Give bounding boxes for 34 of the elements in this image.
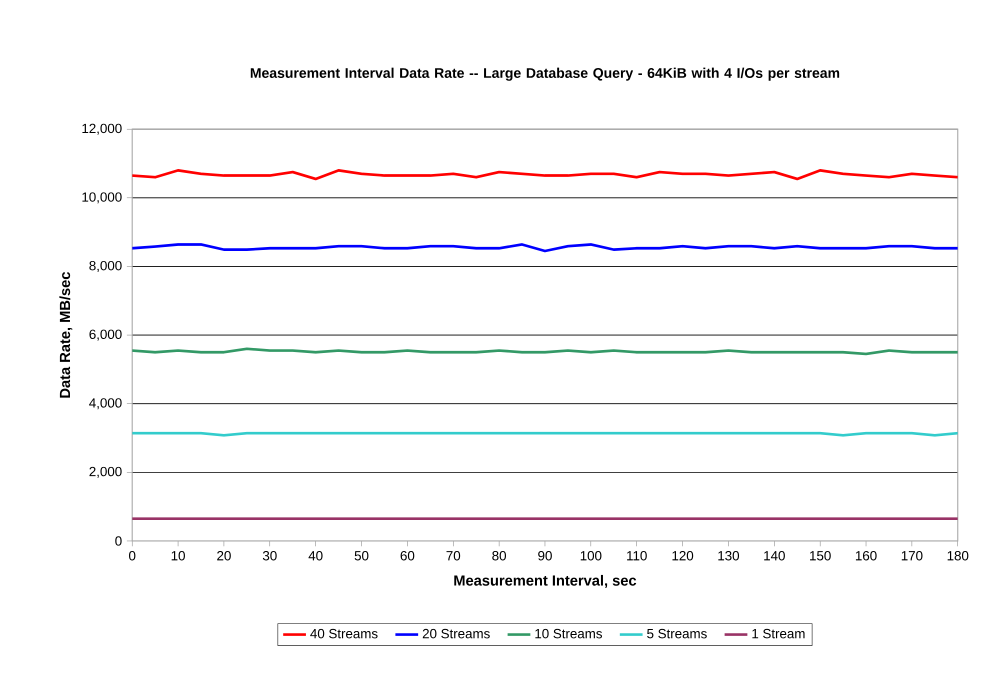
x-tick-label: 20 xyxy=(217,550,231,560)
x-tick-label: 30 xyxy=(262,550,277,560)
x-tick-label: 180 xyxy=(948,550,968,560)
legend-label: 20 Streams xyxy=(422,628,490,638)
x-tick-label: 110 xyxy=(627,550,647,560)
y-tick-label: 10,000 xyxy=(82,192,122,204)
x-tick-label: 80 xyxy=(492,550,506,560)
x-tick-label: 160 xyxy=(856,550,877,560)
chart-title: Measurement Interval Data Rate -- Large Database Query - 64KiB with 4 I/Os per stream xyxy=(250,68,840,81)
x-tick-label: 0 xyxy=(129,550,136,560)
x-tick-label: 10 xyxy=(172,550,185,560)
legend-label: 5 Streams xyxy=(647,628,707,638)
legend-label: 10 Streams xyxy=(535,628,602,638)
x-tick-label: 130 xyxy=(718,550,740,560)
y-tick-label: 4,000 xyxy=(89,398,122,410)
x-tick-label: 60 xyxy=(400,550,414,560)
x-tick-label: 170 xyxy=(902,550,922,560)
x-tick-label: 140 xyxy=(764,550,785,560)
legend-label: 40 Streams xyxy=(310,628,378,638)
y-tick-label: 12,000 xyxy=(82,124,122,135)
y-tick-label: 0 xyxy=(115,536,122,546)
x-tick-label: 90 xyxy=(538,550,552,560)
x-tick-label: 100 xyxy=(580,550,602,560)
y-tick-label: 2,000 xyxy=(89,466,122,478)
x-tick-label: 40 xyxy=(308,550,323,560)
x-axis-title: Measurement Interval, sec xyxy=(454,574,636,588)
x-tick-label: 120 xyxy=(672,550,694,560)
x-tick-label: 70 xyxy=(446,550,460,560)
legend-label: 1 Stream xyxy=(752,628,805,638)
y-tick-label: 8,000 xyxy=(89,260,122,272)
y-axis-title: Data Rate, MB/sec xyxy=(59,272,72,398)
x-tick-label: 50 xyxy=(354,550,368,560)
y-tick-label: 6,000 xyxy=(89,330,122,341)
x-tick-label: 150 xyxy=(810,550,831,560)
